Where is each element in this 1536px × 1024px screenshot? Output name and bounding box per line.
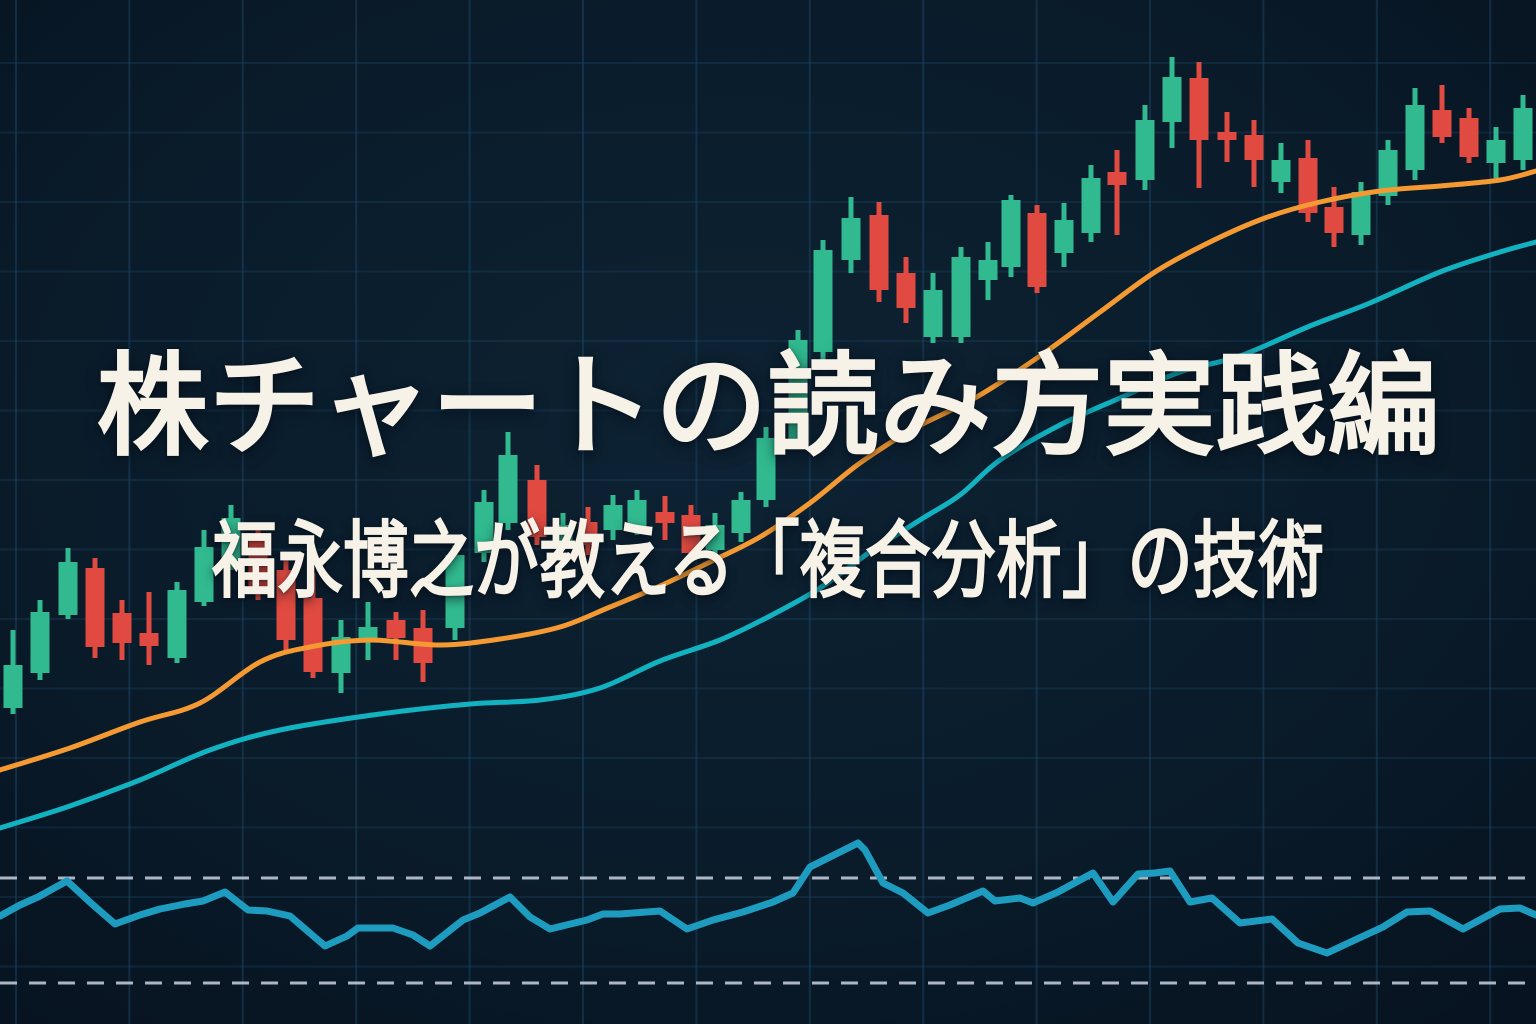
oscillator-line — [0, 839, 1536, 957]
candlesticks — [3, 57, 1533, 714]
moving-average-fast-line — [0, 168, 1536, 773]
moving-average-slow-line — [0, 239, 1536, 831]
oscillator-panel — [0, 839, 1536, 985]
